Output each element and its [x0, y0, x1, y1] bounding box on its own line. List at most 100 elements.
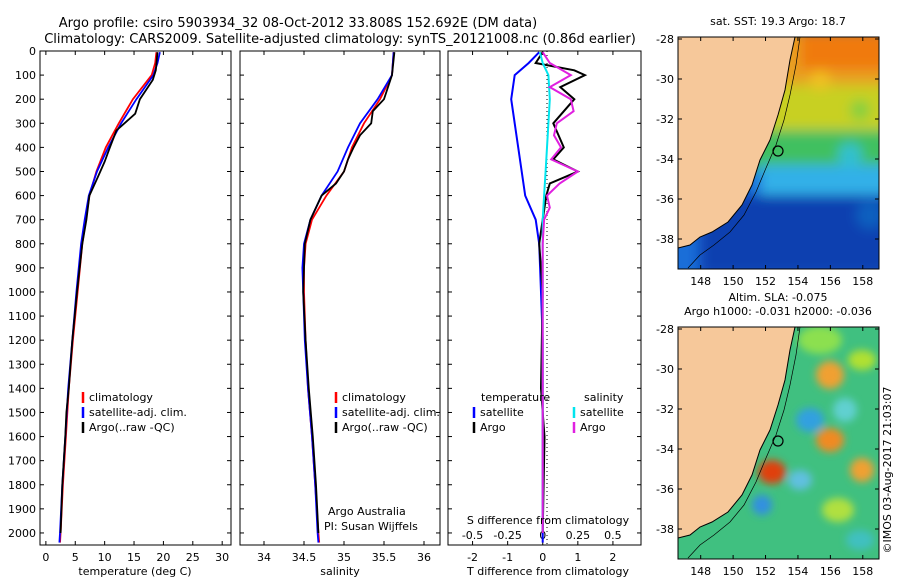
sst-map: sat. SST: 19.3 Argo: 18.7 -28 -30 -32 -34 -3…	[656, 15, 880, 288]
y-tick-label: 400	[15, 141, 36, 154]
sla-land	[678, 327, 796, 539]
salinity-legend: climatology satellite-adj. clim. Argo(..ra…	[334, 391, 440, 434]
y-tick-label: 1900	[8, 503, 36, 516]
y-tick-label: 1600	[8, 431, 36, 444]
figure-title-line2: Climatology: CARS2009. Satellite-adjuste…	[44, 32, 636, 47]
y-tick-label: 100	[15, 69, 36, 82]
x-tick-label: 20	[156, 551, 170, 564]
x-tick-label: -1	[502, 551, 513, 564]
legend-title-salinity: salinity	[584, 391, 624, 404]
lat-tick-label: -30	[656, 73, 674, 86]
lat-tick-label: -28	[656, 323, 674, 336]
lat-tick-label: -30	[656, 363, 674, 376]
legend-label: satellite	[480, 406, 524, 419]
legend-label: satellite-adj. clim.	[89, 406, 187, 419]
y-tick-label: 1300	[8, 358, 36, 371]
lon-tick-label: 148	[690, 565, 711, 578]
sla-argo-location-marker	[772, 435, 784, 447]
lat-tick-label: -38	[656, 523, 674, 536]
salinity-axes-box	[239, 50, 441, 546]
y-tick-label: 600	[15, 190, 36, 203]
x-tick-label: 1	[574, 551, 581, 564]
sla-map-frame	[677, 326, 880, 560]
lon-tick-label: 156	[820, 275, 841, 288]
y-tick-label: 2000	[8, 527, 36, 540]
x-tick-label: 30	[215, 551, 229, 564]
lon-tick-label: 150	[723, 275, 744, 288]
legend-label: Argo	[580, 421, 606, 434]
temperature-legend: climatology satellite-adj. clim. Argo(..ra…	[81, 391, 187, 434]
s-tick-label: -0.5	[462, 529, 483, 542]
sst-argo-location-marker	[772, 145, 784, 157]
series-line-argo-raw-qc-	[302, 52, 396, 534]
legend-label: Argo(..raw -QC)	[342, 421, 428, 434]
s-tick-label: -0.25	[493, 529, 521, 542]
sst-isobath	[687, 37, 801, 269]
legend-label: climatology	[89, 391, 153, 404]
y-tick-label: 1200	[8, 334, 36, 347]
lat-tick-label: -36	[656, 193, 674, 206]
y-tick-label: 1800	[8, 479, 36, 492]
x-tick-label: 25	[186, 551, 200, 564]
series-line-argo-raw-qc-	[59, 52, 159, 534]
sst-map-frame	[677, 36, 880, 270]
sst-map-title: sat. SST: 19.3 Argo: 18.7	[710, 15, 846, 28]
y-tick-label: 500	[15, 165, 36, 178]
lon-tick-label: 154	[787, 275, 808, 288]
lon-tick-label: 158	[852, 565, 873, 578]
salinity-xlabel: salinity	[320, 565, 360, 578]
legend-label: Argo(..raw -QC)	[89, 421, 175, 434]
lon-tick-label: 152	[755, 275, 776, 288]
y-tick-label: 700	[15, 214, 36, 227]
sst-field	[678, 37, 879, 269]
t-difference-label: T difference from climatology	[466, 565, 629, 578]
lon-tick-label: 148	[690, 275, 711, 288]
annotation-pi: PI: Susan Wijffels	[324, 520, 418, 533]
lat-tick-label: -38	[656, 233, 674, 246]
sla-map: Altim. SLA: -0.075 Argo h1000: -0.031 h2…	[656, 291, 880, 578]
annotation-argo-australia: Argo Australia	[328, 505, 406, 518]
s-difference-label: S difference from climatology	[467, 514, 630, 527]
lon-tick-label: 152	[755, 565, 776, 578]
y-tick-label: 800	[15, 238, 36, 251]
salinity-panel: 34 34.5 35 35.5 36 salinity climatology satel…	[239, 50, 441, 578]
x-tick-label: 0	[539, 551, 546, 564]
lat-tick-label: -34	[656, 153, 674, 166]
sla-map-title-2: Argo h1000: -0.031 h2000: -0.036	[684, 305, 872, 318]
lat-tick-label: -32	[656, 403, 674, 416]
difference-legend: temperature salinity satellite Argo satellit…	[472, 391, 624, 434]
x-tick-label: 2	[609, 551, 616, 564]
y-tick-label: 1100	[8, 310, 36, 323]
series-line-s-argo	[541, 51, 580, 533]
lon-tick-label: 156	[820, 565, 841, 578]
x-tick-label: 35	[337, 551, 351, 564]
lon-tick-label: 154	[787, 565, 808, 578]
x-tick-label: 15	[127, 551, 141, 564]
temperature-xlabel: temperature (deg C)	[78, 565, 191, 578]
figure-title-line1: Argo profile: csiro 5903934_32 08-Oct-20…	[59, 16, 537, 31]
y-tick-label: 1000	[8, 286, 36, 299]
sst-land	[678, 37, 796, 249]
y-tick-label: 300	[15, 117, 36, 130]
temperature-panel: 0100200300400500600700800900100011001200…	[8, 45, 232, 578]
y-tick-label: 0	[29, 45, 36, 58]
x-tick-label: -2	[467, 551, 478, 564]
y-tick-label: 1400	[8, 382, 36, 395]
lat-tick-label: -34	[656, 443, 674, 456]
y-tick-label: 1700	[8, 455, 36, 468]
s-tick-label: 0.25	[566, 529, 591, 542]
legend-label: satellite	[580, 406, 624, 419]
x-tick-label: 36	[417, 551, 431, 564]
sla-map-title-1: Altim. SLA: -0.075	[728, 291, 827, 304]
legend-label: climatology	[342, 391, 406, 404]
lon-tick-label: 158	[852, 275, 873, 288]
legend-title-temperature: temperature	[481, 391, 550, 404]
x-tick-label: 5	[72, 551, 79, 564]
lon-tick-label: 150	[723, 565, 744, 578]
y-tick-label: 900	[15, 262, 36, 275]
y-tick-label: 200	[15, 93, 36, 106]
sla-field	[678, 327, 879, 559]
lat-tick-label: -28	[656, 33, 674, 46]
x-tick-label: 0	[42, 551, 49, 564]
